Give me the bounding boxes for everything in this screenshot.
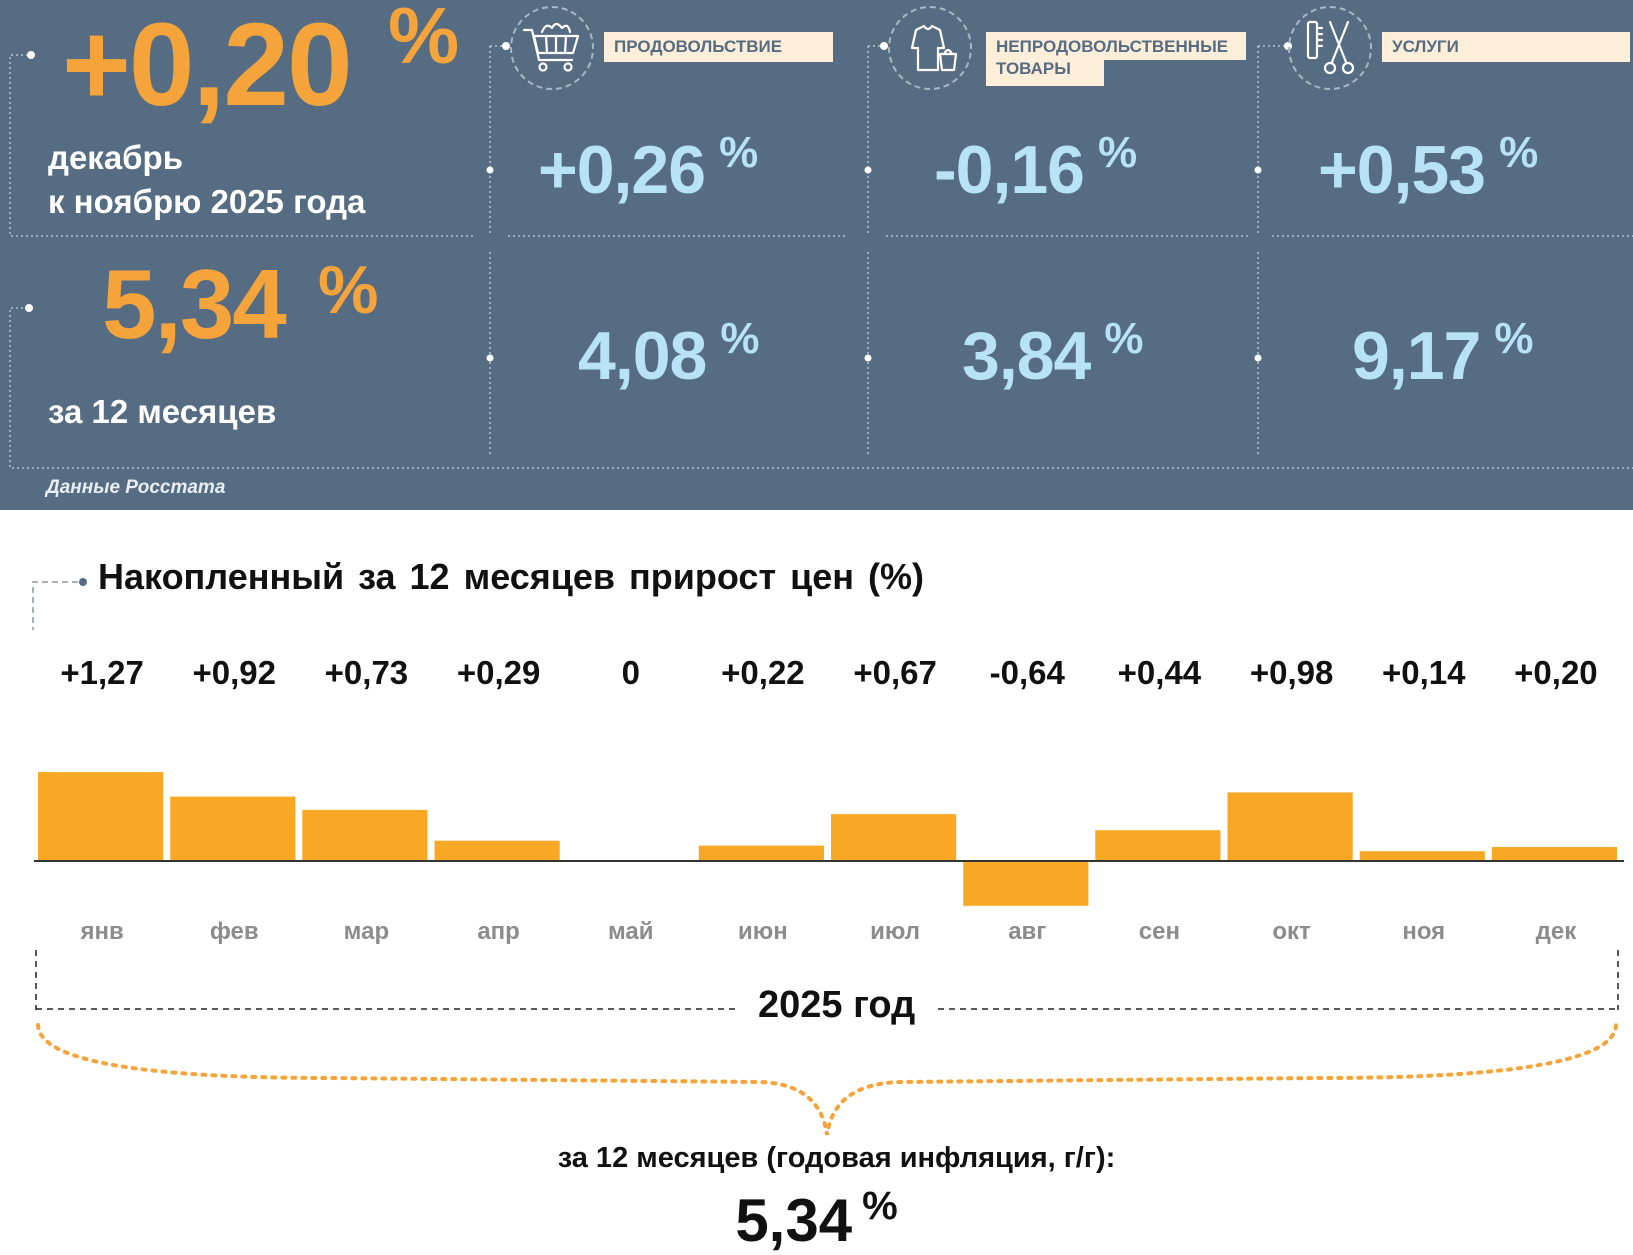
category-tag-nonfood-line1: НЕПРОДОВОЛЬСТВЕННЫЕ xyxy=(986,32,1246,60)
bar-сен xyxy=(1095,830,1221,861)
bar-дек xyxy=(1491,847,1617,861)
nonfood-annual-value: 3,84% xyxy=(962,314,1144,394)
bar-авг xyxy=(963,861,1089,906)
bar-value-label: +0,20 xyxy=(1514,654,1598,691)
nonfood-monthly-value: -0,16% xyxy=(934,128,1138,208)
summary-panel: +0,20 % декабрь к ноябрю 2025 года 5,34 … xyxy=(0,0,1633,510)
month-label: ноя xyxy=(1402,918,1446,945)
bar-value-label: +0,73 xyxy=(324,654,409,691)
monthly-label-line1: декабрь xyxy=(48,139,183,176)
category-tag-nonfood-line2: ТОВАРЫ xyxy=(986,58,1104,86)
bar-value-label: +0,67 xyxy=(853,654,937,691)
month-label: июн xyxy=(738,918,788,945)
chart-title: Накопленный за 12 месяцев прирост цен (%… xyxy=(98,556,924,597)
services-monthly-value: +0,53% xyxy=(1318,128,1539,208)
scissors-comb-icon xyxy=(1288,6,1372,90)
monthly-inflation-value: +0,20 xyxy=(62,0,353,131)
monthly-bar-chart xyxy=(34,772,1624,906)
shopping-cart-icon xyxy=(510,6,594,90)
bar-янв xyxy=(38,772,164,861)
panel-dotted-frame xyxy=(9,42,1633,469)
bar-value-label: +0,14 xyxy=(1382,654,1466,691)
annual-percent-sign: % xyxy=(318,252,379,328)
annual-inflation-value: 5,34 xyxy=(102,249,287,359)
monthly-percent-sign: % xyxy=(388,0,460,80)
data-source: Данные Росстата xyxy=(46,477,226,498)
clothing-bag-icon xyxy=(888,6,972,90)
bar-value-label: +1,27 xyxy=(60,654,144,691)
bar-value-label: +0,22 xyxy=(721,654,805,691)
bar-value-label: 0 xyxy=(621,654,640,691)
annual-inflation-bottom-value: 5,34% xyxy=(735,1184,898,1254)
bar-value-label: +0,29 xyxy=(456,654,541,691)
month-label: окт xyxy=(1272,918,1311,945)
month-label: май xyxy=(607,918,654,945)
bar-мар xyxy=(302,809,428,861)
month-label: апр xyxy=(477,918,520,945)
bar-июл xyxy=(831,814,957,861)
month-label: янв xyxy=(80,918,124,945)
bar-value-label: -0,64 xyxy=(989,654,1065,691)
annual-inflation-label: за 12 месяцев (годовая инфляция, г/г): xyxy=(557,1142,1116,1174)
year-label: 2025 год xyxy=(740,984,934,1027)
bar-value-label: +0,98 xyxy=(1249,654,1334,691)
services-annual-value: 9,17% xyxy=(1352,314,1534,394)
food-annual-value: 4,08% xyxy=(578,314,760,394)
bar-value-label: +0,92 xyxy=(192,654,277,691)
bar-ноя xyxy=(1359,851,1485,861)
month-label: авг xyxy=(1008,918,1047,945)
year-bracket xyxy=(35,950,1619,1136)
bar-июн xyxy=(698,845,824,861)
category-tag-services: УСЛУГИ xyxy=(1382,32,1630,62)
category-tag-food: ПРОДОВОЛЬСТВИЕ xyxy=(604,32,833,62)
annual-label: за 12 месяцев xyxy=(48,393,277,430)
bar-фев xyxy=(170,796,296,861)
month-label: мар xyxy=(343,918,390,945)
monthly-label-line2: к ноябрю 2025 года xyxy=(48,183,366,220)
month-label: июл xyxy=(870,918,921,945)
bar-value-label: +0,44 xyxy=(1117,654,1202,691)
food-monthly-value: +0,26% xyxy=(538,128,759,208)
month-label: дек xyxy=(1535,918,1577,945)
chart-title-frame xyxy=(32,578,87,630)
month-label: сен xyxy=(1138,918,1180,945)
month-label: фев xyxy=(209,918,259,945)
bar-апр xyxy=(434,840,560,861)
bar-окт xyxy=(1227,792,1353,861)
